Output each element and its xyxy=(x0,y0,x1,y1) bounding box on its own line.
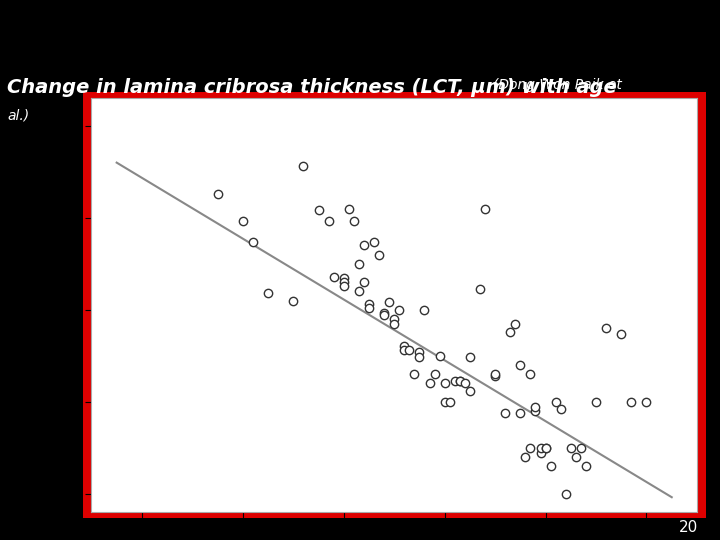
Point xyxy=(328,272,339,281)
Point xyxy=(560,489,572,498)
Point xyxy=(530,403,541,411)
Point xyxy=(297,162,309,171)
Point xyxy=(287,296,299,305)
Point xyxy=(505,327,516,336)
Point xyxy=(535,443,546,452)
Point xyxy=(399,342,410,351)
Point xyxy=(575,443,587,452)
Point xyxy=(570,453,582,461)
Point xyxy=(414,348,426,356)
Point xyxy=(429,370,441,379)
Point xyxy=(555,404,567,413)
Point xyxy=(388,315,400,323)
Y-axis label: AvgLCT (μm): AvgLCT (μm) xyxy=(37,256,52,354)
Point xyxy=(616,329,627,338)
Point xyxy=(368,238,379,246)
Point xyxy=(454,377,466,386)
Point xyxy=(500,408,511,417)
Point xyxy=(419,306,431,314)
Point xyxy=(358,241,369,249)
Point xyxy=(338,278,349,286)
Point xyxy=(247,238,258,246)
Point xyxy=(338,281,349,290)
Point xyxy=(388,320,400,329)
Point xyxy=(409,370,420,379)
Point xyxy=(363,303,374,312)
Point xyxy=(353,259,364,268)
Point xyxy=(414,353,426,362)
Point xyxy=(373,250,384,259)
Point xyxy=(378,311,390,320)
Point xyxy=(353,287,364,295)
Point xyxy=(449,377,461,386)
Point xyxy=(490,370,501,379)
Text: al.): al.) xyxy=(7,108,30,122)
Point xyxy=(454,377,466,386)
Point xyxy=(590,397,602,406)
Point xyxy=(525,370,536,379)
Point xyxy=(490,372,501,380)
Point xyxy=(600,324,612,333)
Point xyxy=(520,453,531,461)
Point xyxy=(464,353,476,362)
Point xyxy=(530,407,541,415)
Point xyxy=(312,206,324,215)
Point xyxy=(434,352,446,360)
Point xyxy=(338,274,349,283)
Point xyxy=(343,204,354,213)
Point xyxy=(262,289,274,298)
Point xyxy=(550,397,562,406)
Point xyxy=(565,443,577,452)
Point xyxy=(464,386,476,395)
Text: (Dong Won Paik et: (Dong Won Paik et xyxy=(493,78,622,92)
Point xyxy=(540,443,552,452)
Point xyxy=(480,204,491,213)
Point xyxy=(545,462,557,470)
Text: Change in lamina cribrosa thickness (LCT, μm) with age: Change in lamina cribrosa thickness (LCT… xyxy=(7,78,617,97)
Point xyxy=(444,397,456,406)
Point xyxy=(474,285,486,294)
Point xyxy=(378,309,390,318)
Point xyxy=(394,306,405,314)
Point xyxy=(641,397,652,406)
Point xyxy=(459,379,471,388)
Point xyxy=(540,443,552,452)
Point xyxy=(363,300,374,308)
Point xyxy=(525,443,536,452)
Point xyxy=(510,320,521,329)
Point xyxy=(424,379,436,388)
Text: 20: 20 xyxy=(679,519,698,535)
Point xyxy=(237,217,248,226)
Point xyxy=(383,298,395,307)
Point xyxy=(212,190,223,198)
Point xyxy=(439,397,451,406)
Point xyxy=(358,278,369,286)
Point xyxy=(515,361,526,369)
Point xyxy=(439,379,451,388)
Point xyxy=(404,346,415,354)
Point xyxy=(399,346,410,354)
Point xyxy=(626,397,637,406)
Point xyxy=(515,408,526,417)
Point xyxy=(535,449,546,457)
Point xyxy=(323,217,334,226)
Point xyxy=(580,462,592,470)
Point xyxy=(348,217,359,226)
